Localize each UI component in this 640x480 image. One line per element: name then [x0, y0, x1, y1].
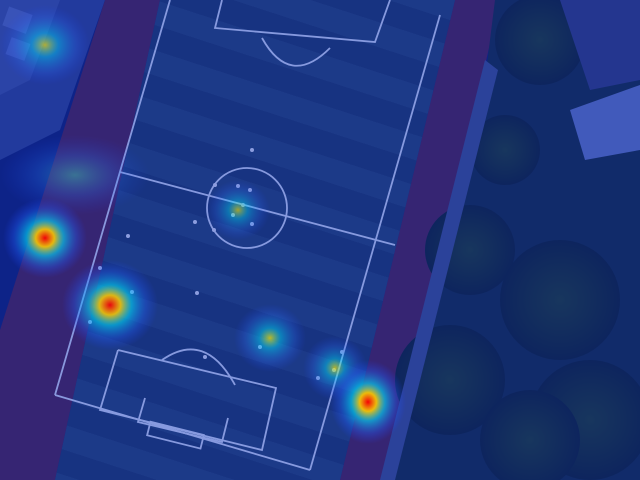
running-track-right: [340, 0, 500, 480]
hotspot-track-right: [330, 360, 406, 444]
hotspot-penalty-area: [234, 304, 306, 372]
hotspot-centre-circle: [206, 180, 270, 240]
right-building-roof: [570, 85, 640, 160]
perimeter-wall: [380, 60, 498, 480]
hotspot-track-left: [3, 198, 87, 278]
hotspot-left-wing: [62, 260, 158, 350]
hotspot-building-top-left: [0, 5, 90, 85]
hotspot-field-left-edge: [0, 135, 150, 215]
dirt-area: [560, 0, 640, 90]
heatmap-overlay: [0, 5, 406, 444]
